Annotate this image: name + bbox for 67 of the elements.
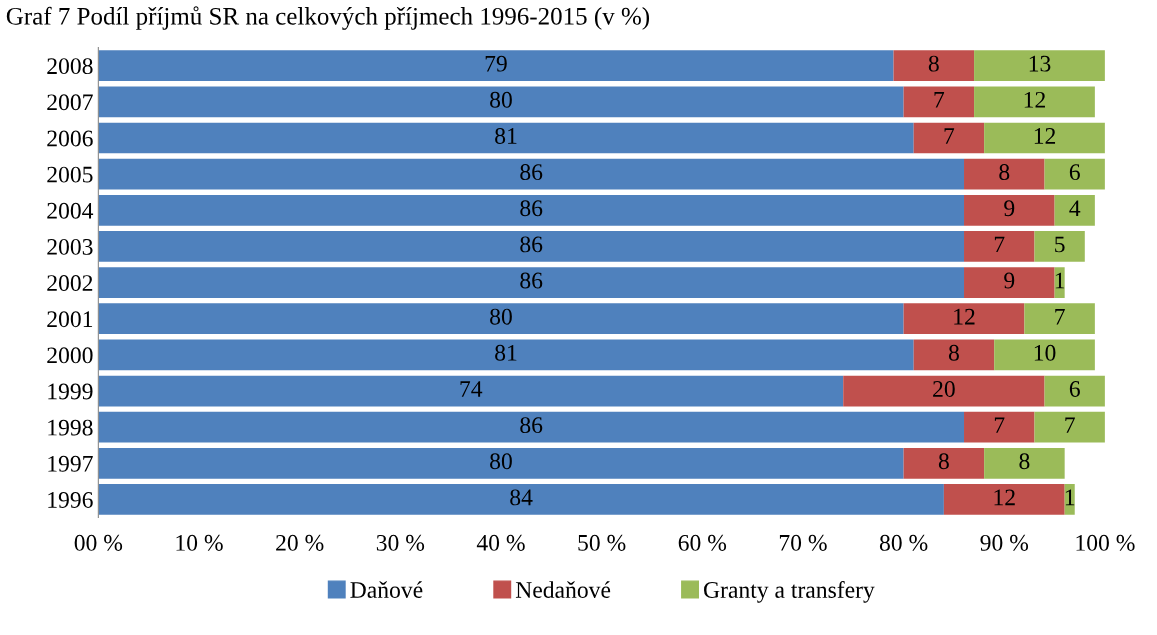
x-tick-label: 60 %	[678, 534, 727, 551]
data-label: 12	[994, 489, 1015, 506]
data-label: 12	[1034, 128, 1056, 144]
data-label: 79	[485, 55, 507, 72]
y-tick-label: 1998	[48, 419, 93, 436]
legend-label: Nedaňové	[515, 581, 611, 598]
data-label: 12	[954, 308, 975, 325]
data-label: 80	[490, 308, 512, 325]
x-tick-label: 100 %	[1076, 534, 1135, 551]
data-label: 20	[933, 380, 955, 397]
y-tick-label: 2000	[47, 347, 93, 364]
chart-title: Graf 7 Podíl příjmů SR na celkových příjmech 1996-2015 (v %)	[6, 6, 650, 30]
data-label: 80	[490, 453, 512, 470]
x-tick-label: 10 %	[176, 534, 223, 551]
data-label: 7	[994, 236, 1005, 253]
y-tick-label: 2004	[47, 202, 94, 219]
data-label: 81	[495, 127, 517, 144]
x-tick-label: 30 %	[376, 534, 425, 551]
x-tick-label: 20 %	[276, 534, 324, 551]
data-label: 8	[948, 344, 959, 361]
data-label: 86	[520, 200, 543, 217]
legend-label: Daňové	[350, 581, 423, 598]
data-label: 1	[1065, 489, 1075, 506]
x-tick-label: 80 %	[879, 534, 928, 551]
data-label: 80	[490, 91, 512, 108]
y-tick-label: 2002	[47, 275, 93, 291]
data-label: 9	[1004, 200, 1015, 217]
x-tick-label: 40 %	[476, 534, 525, 551]
x-tick-label: 90 %	[980, 534, 1029, 551]
data-label: 7	[994, 417, 1005, 433]
y-tick-label: 2008	[47, 58, 93, 75]
data-label: 8	[1019, 453, 1030, 470]
x-tick-label: 70 %	[779, 534, 827, 551]
data-label: 6	[1069, 164, 1080, 181]
legend-label: Granty a transfery	[704, 581, 875, 603]
data-label: 86	[520, 272, 543, 289]
y-tick-label: 1996	[48, 492, 93, 508]
data-label: 86	[520, 164, 543, 181]
data-label: 84	[510, 489, 533, 506]
data-label: 7	[1055, 308, 1065, 325]
y-tick-label: 2006	[47, 130, 93, 147]
y-tick-label: 2003	[47, 238, 93, 255]
x-tick-label: 50 %	[578, 534, 626, 551]
data-label: 12	[1024, 91, 1045, 108]
data-label: 8	[928, 55, 939, 72]
data-label: 8	[999, 164, 1010, 181]
y-tick-label: 2001	[47, 311, 93, 328]
data-label: 10	[1034, 344, 1056, 361]
y-tick-label: 2007	[47, 94, 93, 111]
data-label: 86	[520, 417, 543, 434]
data-label: 86	[520, 236, 543, 253]
data-label: 74	[460, 381, 483, 397]
data-label: 5	[1055, 236, 1065, 253]
y-tick-label: 1999	[48, 383, 93, 400]
data-label: 7	[934, 92, 945, 108]
data-label: 7	[1065, 417, 1075, 433]
data-label: 8	[938, 453, 949, 470]
data-label: 13	[1029, 55, 1051, 72]
x-tick-label: 00 %	[74, 534, 123, 551]
y-tick-label: 2005	[47, 166, 93, 183]
data-label: 1	[1055, 272, 1065, 289]
data-label: 6	[1069, 381, 1080, 397]
data-label: 4	[1069, 200, 1081, 216]
data-label: 9	[1004, 272, 1015, 289]
data-label: 7	[944, 128, 955, 144]
data-label: 81	[495, 344, 517, 361]
y-tick-label: 1997	[48, 455, 93, 472]
